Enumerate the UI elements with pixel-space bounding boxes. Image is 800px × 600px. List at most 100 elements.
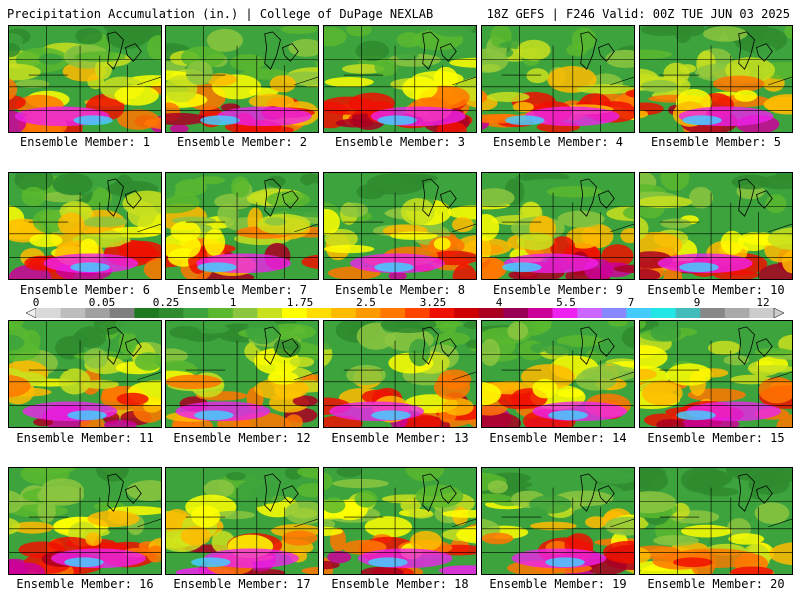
colorbar-tick-label: 4 [495, 296, 503, 309]
precip-map [324, 468, 476, 574]
precip-map [9, 321, 161, 427]
ensemble-member-caption: Ensemble Member: 8 [334, 283, 466, 297]
colorbar-tick-label: 7 [627, 296, 635, 309]
ensemble-member-caption: Ensemble Member: 4 [492, 135, 624, 149]
colorbar-swatch [429, 308, 455, 318]
ensemble-member-caption: Ensemble Member: 7 [176, 283, 308, 297]
colorbar-tick-label: 2.5 [356, 296, 376, 309]
ensemble-member-caption: Ensemble Member: 16 [16, 577, 154, 591]
colorbar-swatch [282, 308, 307, 318]
ensemble-member-map-3 [323, 25, 477, 133]
ensemble-member-map-8 [323, 172, 477, 280]
ensemble-member-map-14 [481, 320, 635, 428]
ensemble-member-map-13 [323, 320, 477, 428]
ensemble-member-map-17 [165, 467, 319, 575]
precip-map [324, 173, 476, 279]
colorbar-swatch [208, 308, 234, 318]
ensemble-member-map-18 [323, 467, 477, 575]
ensemble-member-caption: Ensemble Member: 1 [19, 135, 151, 149]
colorbar-tick-label: 1.75 [286, 296, 314, 309]
colorbar-swatch [478, 308, 504, 318]
ensemble-member-caption: Ensemble Member: 10 [647, 283, 785, 297]
ensemble-member-map-11 [8, 320, 162, 428]
colorbar-swatch [405, 308, 430, 318]
ensemble-member-caption: Ensemble Member: 11 [16, 431, 154, 445]
ensemble-member-map-15 [639, 320, 793, 428]
colorbar-swatch [503, 308, 529, 318]
colorbar-swatch [651, 308, 676, 318]
colorbar-swatch [528, 308, 553, 318]
ensemble-member-map-4 [481, 25, 635, 133]
colorbar-swatch [724, 308, 750, 318]
colorbar-swatch [601, 308, 627, 318]
colorbar-tick-label: 9 [693, 296, 701, 309]
ensemble-member-map-10 [639, 172, 793, 280]
ensemble-member-map-12 [165, 320, 319, 428]
colorbar-swatch [700, 308, 726, 318]
map-title: Precipitation Accumulation (in.) | Colle… [7, 7, 434, 21]
precip-map [640, 468, 792, 574]
colorbar-swatch [380, 308, 406, 318]
colorbar-swatch [355, 308, 381, 318]
colorbar-swatch [552, 308, 578, 318]
colorbar-swatch [134, 308, 160, 318]
colorbar-swatch [85, 308, 111, 318]
precip-map [640, 321, 792, 427]
colorbar-swatch [257, 308, 283, 318]
colorbar-swatch [232, 308, 258, 318]
colorbar-swatch [454, 308, 480, 318]
ensemble-member-caption: Ensemble Member: 6 [19, 283, 151, 297]
colorbar-tick-label: 5.5 [556, 296, 576, 309]
precip-map [324, 321, 476, 427]
ensemble-member-caption: Ensemble Member: 14 [489, 431, 627, 445]
precip-map [166, 468, 318, 574]
precip-map [640, 173, 792, 279]
ensemble-member-caption: Ensemble Member: 20 [647, 577, 785, 591]
precip-map [9, 173, 161, 279]
colorbar-max-arrow [773, 308, 784, 318]
ensemble-member-map-1 [8, 25, 162, 133]
colorbar-tick-label: 12 [756, 296, 770, 309]
ensemble-member-map-16 [8, 467, 162, 575]
colorbar-swatch [60, 308, 86, 318]
precip-map [640, 26, 792, 132]
precip-map [9, 468, 161, 574]
precip-map [166, 321, 318, 427]
precip-map [482, 173, 634, 279]
colorbar-min-arrow [26, 308, 37, 318]
colorbar-swatch [577, 308, 603, 318]
colorbar-swatch [183, 308, 209, 318]
colorbar-tick-label: 0 [32, 296, 40, 309]
ensemble-member-map-9 [481, 172, 635, 280]
ensemble-member-map-5 [639, 25, 793, 133]
precip-map [9, 26, 161, 132]
colorbar-swatch [159, 308, 184, 318]
ensemble-member-map-6 [8, 172, 162, 280]
colorbar-swatch [749, 308, 775, 318]
precip-map [324, 26, 476, 132]
precip-map [166, 26, 318, 132]
ensemble-member-map-20 [639, 467, 793, 575]
colorbar-tick-label: 0.25 [152, 296, 180, 309]
colorbar-swatch [306, 308, 332, 318]
colorbar-strip [26, 308, 784, 318]
ensemble-member-caption: Ensemble Member: 13 [331, 431, 469, 445]
precip-map [166, 173, 318, 279]
colorbar-tick-label: 0.05 [88, 296, 116, 309]
header: Precipitation Accumulation (in.) | Colle… [0, 0, 800, 22]
colorbar-swatch [109, 308, 135, 318]
colorbar-swatch [626, 308, 652, 318]
ensemble-member-caption: Ensemble Member: 12 [173, 431, 311, 445]
ensemble-member-map-19 [481, 467, 635, 575]
precip-map [482, 26, 634, 132]
colorbar-tick-label: 1 [229, 296, 237, 309]
precip-map [482, 468, 634, 574]
colorbar-swatch [675, 308, 701, 318]
model-run-info: 18Z GEFS | F246 Valid: 00Z TUE JUN 03 20… [486, 7, 790, 21]
ensemble-member-map-2 [165, 25, 319, 133]
ensemble-member-caption: Ensemble Member: 19 [489, 577, 627, 591]
colorbar-swatch [331, 308, 357, 318]
ensemble-member-caption: Ensemble Member: 15 [647, 431, 785, 445]
precip-map [482, 321, 634, 427]
ensemble-member-caption: Ensemble Member: 17 [173, 577, 311, 591]
